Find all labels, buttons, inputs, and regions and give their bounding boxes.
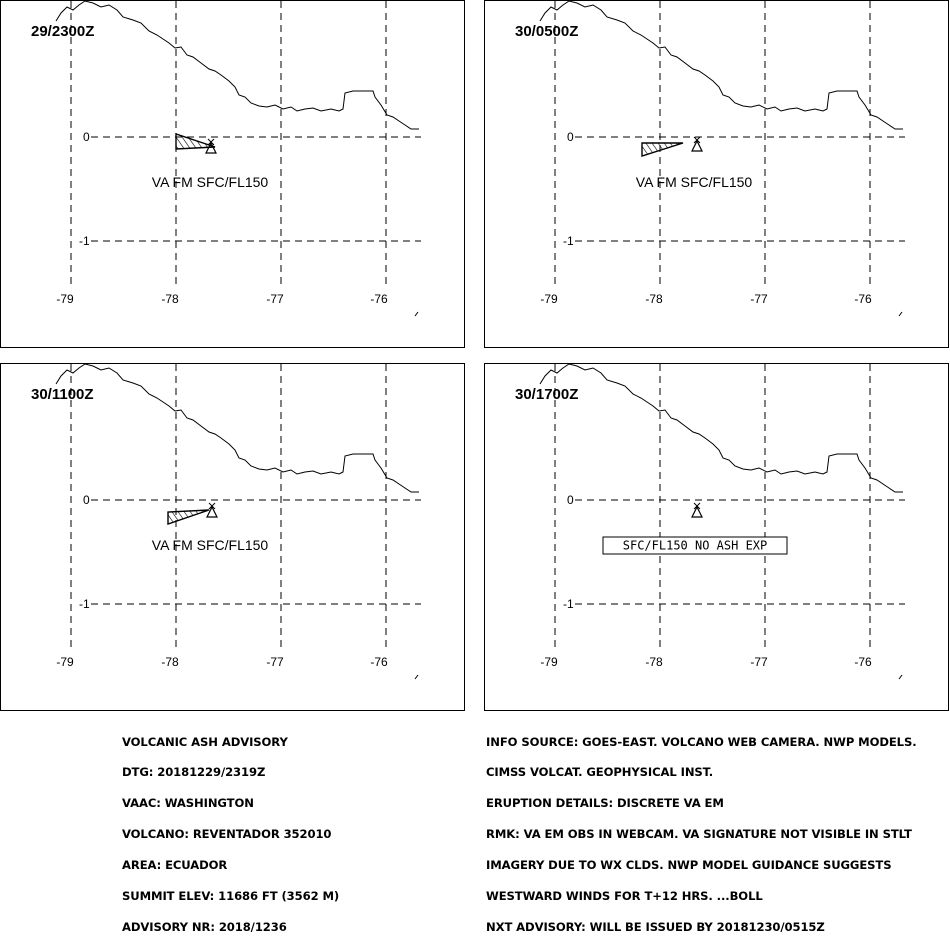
advisory-line: RMK: VA EM OBS IN WEBCAM. VA SIGNATURE N… xyxy=(486,827,912,842)
valid-time-label: 30/0500Z xyxy=(515,23,578,40)
boundary-line xyxy=(55,1,419,130)
latitude-label: -1 xyxy=(563,234,574,248)
forecast-panel-t12: 0 -1 -79 -78 -77 -76 30/1100Z VA FM SFC/FL150 xyxy=(0,363,465,711)
ash-cloud-polygon xyxy=(175,133,216,150)
corner-tick xyxy=(898,311,903,317)
latitude-label: -1 xyxy=(79,597,90,611)
ash-cloud-polygon xyxy=(641,142,684,157)
valid-time-label: 29/2300Z xyxy=(31,23,94,40)
corner-tick xyxy=(414,311,419,317)
volcano-icon xyxy=(691,139,703,152)
advisory-line: DTG: 20181229/2319Z xyxy=(122,765,266,780)
volcano-plume-mark xyxy=(693,502,701,510)
advisory-line: CIMSS VOLCAT. GEOPHYSICAL INST. xyxy=(486,765,714,780)
ash-layer-label: VA FM SFC/FL150 xyxy=(152,537,269,553)
ash-layer-label: VA FM SFC/FL150 xyxy=(152,174,269,190)
no-ash-box xyxy=(602,536,788,555)
latitude-label: 0 xyxy=(83,493,90,507)
longitude-label: -76 xyxy=(854,292,872,306)
latitude-label: 0 xyxy=(83,130,90,144)
advisory-line: ERUPTION DETAILS: DISCRETE VA EM xyxy=(486,796,724,811)
advisory-header-block: VOLCANIC ASH ADVISORY DTG: 20181229/2319… xyxy=(122,716,339,943)
volcano-icon xyxy=(206,505,218,518)
volcano-plume-mark xyxy=(208,502,216,510)
longitude-label: -79 xyxy=(540,655,558,669)
advisory-line: IMAGERY DUE TO WX CLDS. NWP MODEL GUIDAN… xyxy=(486,858,892,873)
longitude-label: -78 xyxy=(645,292,663,306)
longitude-label: -78 xyxy=(161,655,179,669)
latitude-label: 0 xyxy=(567,493,574,507)
latitude-label: -1 xyxy=(563,597,574,611)
forecast-panel-t6: 0 -1 -79 -78 -77 -76 30/0500Z VA FM SFC/FL150 xyxy=(484,0,949,348)
longitude-label: -76 xyxy=(370,655,388,669)
latitude-label: 0 xyxy=(567,130,574,144)
advisory-remarks-block: INFO SOURCE: GOES-EAST. VOLCANO WEB CAME… xyxy=(486,716,917,943)
boundary-line xyxy=(539,1,903,130)
map-svg: 0 -1 -79 -78 -77 -76 30/1700Z SFC/FL150 NO ASH … xyxy=(515,364,905,680)
forecast-panel-t18: 0 -1 -79 -78 -77 -76 30/1700Z SFC/FL150 NO ASH … xyxy=(484,363,949,711)
longitude-label: -77 xyxy=(750,292,768,306)
longitude-label: -76 xyxy=(854,655,872,669)
advisory-line: VOLCANIC ASH ADVISORY xyxy=(122,734,288,749)
valid-time-label: 30/1700Z xyxy=(515,386,578,403)
longitude-label: -78 xyxy=(645,655,663,669)
advisory-line: INFO SOURCE: GOES-EAST. VOLCANO WEB CAME… xyxy=(486,734,917,749)
volcano-icon xyxy=(691,505,703,518)
longitude-label: -78 xyxy=(161,292,179,306)
valid-time-label: 30/1100Z xyxy=(31,386,94,403)
longitude-label: -79 xyxy=(56,655,74,669)
longitude-label: -77 xyxy=(266,292,284,306)
advisory-line: WESTWARD WINDS FOR T+12 HRS. ...BOLL xyxy=(486,889,763,904)
map-svg: 0 -1 -79 -78 -77 -76 30/1100Z VA FM SFC/FL150 xyxy=(31,364,421,680)
advisory-line: NXT ADVISORY: WILL BE ISSUED BY 20181230… xyxy=(486,919,825,934)
corner-tick xyxy=(898,674,903,680)
ash-layer-label: SFC/FL150 NO ASH EXP xyxy=(623,539,768,553)
longitude-label: -79 xyxy=(56,292,74,306)
volcano-plume-mark xyxy=(693,136,701,144)
advisory-line: VOLCANO: REVENTADOR 352010 xyxy=(122,827,332,842)
map-svg: 0 -1 -79 -78 -77 -76 30/0500Z VA FM SFC/FL150 xyxy=(515,1,905,317)
advisory-line: SUMMIT ELEV: 11686 FT (3562 M) xyxy=(122,889,340,904)
advisory-line: VAAC: WASHINGTON xyxy=(122,796,254,811)
latitude-label: -1 xyxy=(79,234,90,248)
ash-layer-label: VA FM SFC/FL150 xyxy=(636,174,753,190)
volcano-icon xyxy=(205,141,217,154)
boundary-line xyxy=(55,364,419,493)
forecast-panel-t0: 0 -1 -79 -78 -77 -76 29/2300Z VA FM SFC/FL150 xyxy=(0,0,465,348)
ash-cloud-polygon xyxy=(167,509,210,525)
map-svg: 0 -1 -79 -78 -77 -76 29/2300Z VA FM SFC/FL150 xyxy=(31,1,421,317)
longitude-label: -76 xyxy=(370,292,388,306)
longitude-label: -79 xyxy=(540,292,558,306)
longitude-label: -77 xyxy=(750,655,768,669)
corner-tick xyxy=(414,674,419,680)
boundary-line xyxy=(539,364,903,493)
longitude-label: -77 xyxy=(266,655,284,669)
volcano-plume-mark xyxy=(207,138,215,146)
advisory-line: ADVISORY NR: 2018/1236 xyxy=(122,919,287,934)
advisory-line: AREA: ECUADOR xyxy=(122,858,228,873)
